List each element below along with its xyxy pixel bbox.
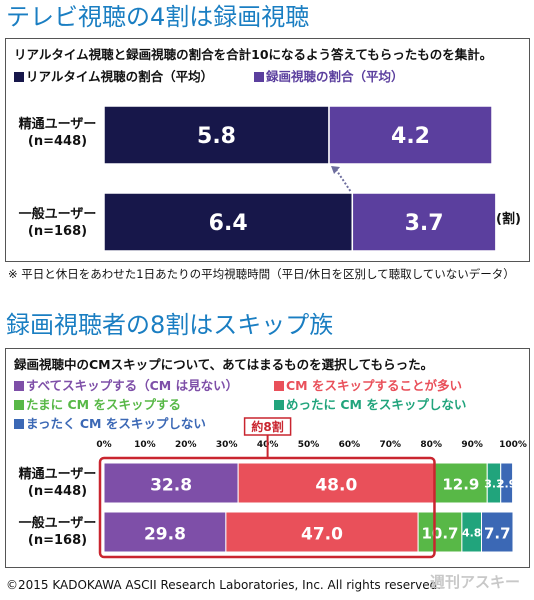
chart2-row-label-1: 精通ユーザー (n=448) [18, 467, 97, 499]
legend-realtime-swatch [14, 72, 24, 82]
legend-skip-sometimes: たまに CM をスキップする [14, 394, 181, 413]
chart2-annotation-label-box [243, 417, 292, 436]
chart2-bar-r2-s2 [225, 511, 419, 553]
chart1-bar-r2-s1 [103, 192, 354, 252]
chart2-value-r2-s1: 29.8 [144, 525, 186, 545]
chart1-row-label-1: 精通ユーザー (n=448) [18, 117, 97, 149]
section1-question: リアルタイム視聴と録画視聴の割合を合計10になるよう答えてもらったものを集計。 [14, 47, 493, 62]
chart2-row-label-2: 一般ユーザー (n=168) [18, 516, 97, 548]
chart1-value-r1-s2: 4.2 [391, 124, 430, 149]
legend-skip-never: まったく CM をスキップしない [14, 413, 206, 432]
chart1-unit: (割) [496, 212, 521, 227]
legend-skip-often-swatch [274, 381, 284, 391]
chart2-tick-10: 100% [499, 440, 527, 450]
chart1-value-r2-s1: 6.4 [209, 211, 248, 236]
chart2-tick-9: 90% [461, 440, 483, 450]
chart2-value-r1-s3: 12.9 [442, 476, 479, 494]
chart2-tick-3: 30% [216, 440, 238, 450]
chart2-value-r2-s5: 7.7 [484, 525, 511, 543]
chart1-svg: 5.8 4.2 6.4 3.7 [103, 105, 497, 252]
chart2-bar-r1-s5 [500, 462, 514, 504]
legend-skip-often: CM をスキップすることが多い [274, 375, 462, 394]
legend-skip-never-swatch [14, 419, 24, 429]
chart2-value-r2-s4: 4.8 [462, 527, 482, 540]
chart2-tick-7: 70% [380, 440, 402, 450]
section2-title: 録画視聴者の8割はスキップ族 [6, 311, 334, 339]
chart2-tick-2: 20% [175, 440, 197, 450]
chart2-value-r2-s3: 10.7 [421, 525, 458, 543]
chart2-value-r1-s5: 2.9 [497, 478, 517, 491]
legend-recorded-swatch [254, 72, 264, 82]
chart2-tick-6: 60% [339, 440, 361, 450]
chart2-tick-1: 10% [134, 440, 156, 450]
chart1-row-label-2: 一般ユーザー (n=168) [18, 207, 97, 239]
chart2-bar-r1-s1 [103, 462, 239, 504]
chart2-value-r1-s4: 3.3 [484, 478, 504, 491]
chart1-shift-arrow [334, 167, 352, 192]
legend-skip-all-swatch [14, 381, 24, 391]
chart2-bar-r2-s3 [417, 511, 463, 553]
chart2-bar-r2-s5 [481, 511, 514, 553]
legend-skip-rarely: めったに CM をスキップしない [274, 394, 466, 413]
chart2-value-r1-s1: 32.8 [150, 476, 192, 496]
chart2-bar-r1-s3 [433, 462, 488, 504]
section1-title: テレビ視聴の4割は録画視聴 [6, 3, 310, 31]
chart1-bar-r1-s2 [328, 105, 493, 165]
chart2-value-r1-s2: 48.0 [315, 476, 357, 496]
chart1-value-r1-s1: 5.8 [197, 124, 236, 149]
legend-recorded: 録画視聴の割合（平均） [254, 66, 404, 85]
watermark: 週刊アスキー [430, 573, 521, 591]
chart1-bar-r2-s2 [351, 192, 497, 252]
legend-skip-sometimes-swatch [14, 400, 24, 410]
section1-note: ※ 平日と休日をあわせた1日あたりの平均視聴時間（平日/休日を区別して聴取してい… [8, 267, 515, 281]
chart2-bar-r1-s2 [237, 462, 435, 504]
section2-question: 録画視聴中のCMスキップについて、あてはまるものを選択してもらった。 [14, 357, 434, 372]
legend-skip-rarely-swatch [274, 400, 284, 410]
chart1-shift-arrowhead [331, 166, 341, 174]
chart2-svg: 0%10%20%30%40%50%60%70%80%90%100%32.848.… [96, 417, 527, 559]
chart1-value-r2-s2: 3.7 [405, 211, 444, 236]
chart2-tick-5: 50% [298, 440, 320, 450]
chart2-annotation-label: 約8割 [251, 419, 283, 434]
chart2-bar-r2-s1 [103, 511, 227, 553]
legend-realtime: リアルタイム視聴の割合（平均） [14, 66, 213, 85]
copyright: ©2015 KADOKAWA ASCII Research Laboratori… [6, 578, 442, 592]
legend-skip-all: すべてスキップする（CM は見ない） [14, 375, 238, 394]
chart2-value-r2-s2: 47.0 [301, 525, 343, 545]
chart2-tick-0: 0% [96, 440, 111, 450]
chart2-tick-8: 80% [420, 440, 442, 450]
